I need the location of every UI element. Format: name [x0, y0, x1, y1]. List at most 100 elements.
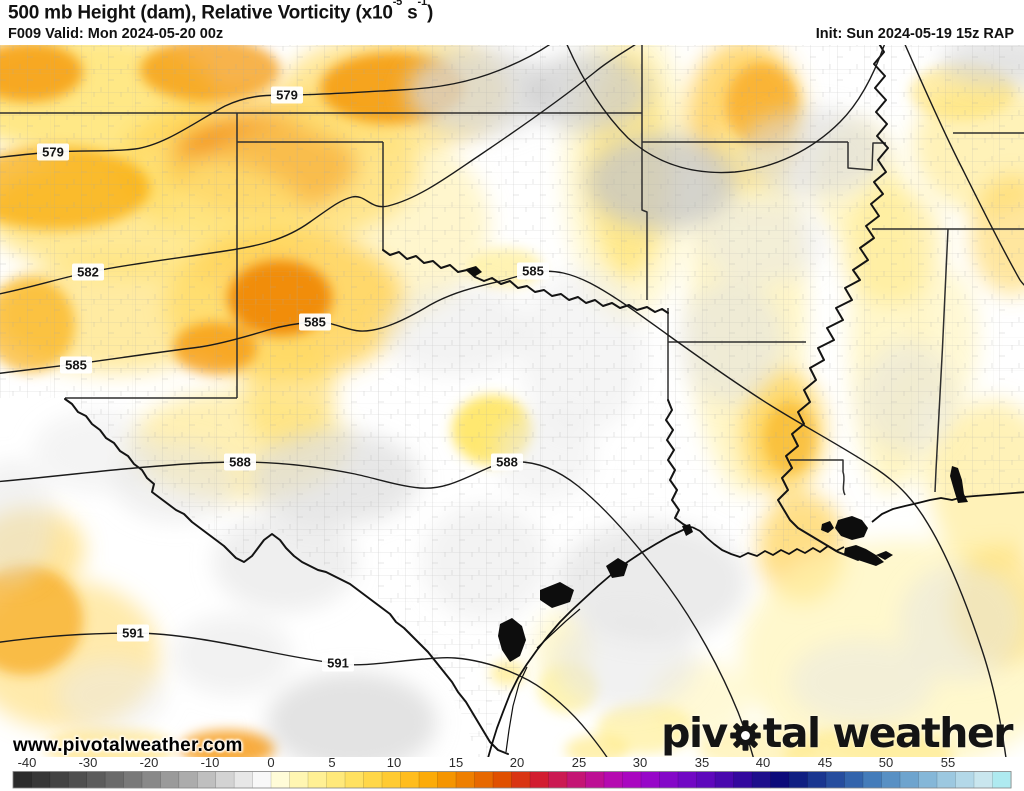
- title-text: 500 mb Height (dam), Relative Vorticity …: [8, 2, 393, 24]
- colorbar-cell: [326, 771, 346, 789]
- colorbar-tick-label: -10: [200, 755, 220, 770]
- colorbar-cell: [31, 771, 51, 789]
- colorbar-cell: [141, 771, 162, 789]
- weather-map-svg: 579 579 582 585 585 585 588 588 591 591: [0, 45, 1024, 757]
- colorbar-cell: [992, 771, 1012, 789]
- colorbar-tick-labels: -40 -30 -20 -10 0 5 10 15 20 25 30 35 40 45 50 55: [0, 755, 1024, 770]
- colorbar-cell: [289, 771, 309, 789]
- contour-label: 588: [496, 455, 518, 470]
- colorbar-cell: [123, 771, 143, 789]
- contour-label-box: [117, 624, 149, 642]
- title-superscript-per-second: -1: [417, 0, 428, 8]
- colorbar-tick-label: -20: [139, 755, 159, 770]
- colorbar-cell: [696, 771, 716, 789]
- watermark-url: www.pivotalweather.com: [13, 735, 243, 756]
- colorbar-tick-label: 20: [509, 755, 525, 770]
- colorbar-tick-label: 50: [878, 755, 894, 770]
- colorbar-cell: [49, 771, 69, 789]
- colorbar-cell: [233, 771, 254, 789]
- colorbar-tick-label: 5: [328, 755, 336, 770]
- colorbar-outline: [12, 771, 1012, 789]
- colorbar-cell: [529, 771, 550, 789]
- contour-label: 579: [276, 88, 298, 103]
- contour-label: 591: [122, 626, 144, 641]
- colorbar-cell: [86, 771, 106, 789]
- contour-label: 585: [65, 358, 87, 373]
- colorbar-cell: [603, 771, 624, 789]
- colorbar-cell: [585, 771, 605, 789]
- colorbar-cell: [492, 771, 513, 789]
- colorbar-cell: [437, 771, 457, 789]
- subtitle-row: F009 Valid: Mon 2024-05-20 00z Init: Sun…: [8, 26, 1016, 43]
- colorbar-tick-label: 55: [940, 755, 956, 770]
- contour-label: 588: [229, 455, 251, 470]
- colorbar-cell: [474, 771, 494, 789]
- rivers-layer: [64, 45, 889, 755]
- colorbar-tick-label: 10: [386, 755, 402, 770]
- colorbar-cell: [659, 771, 679, 789]
- colorbar-cell: [807, 771, 827, 789]
- colorbar-cell: [770, 771, 790, 789]
- colorbar-tick-label: -30: [78, 755, 98, 770]
- colorbar-cell: [511, 771, 531, 789]
- title-superscript-exponent: -5: [392, 0, 403, 8]
- contour-labels-layer: 579 579 582 585 585 585 588 588 591 591: [37, 86, 549, 672]
- colorbar-tick-label: 45: [817, 755, 833, 770]
- contour-label-box: [37, 143, 69, 161]
- page-title: 500 mb Height (dam), Relative Vorticity …: [8, 0, 434, 24]
- colorbar-cell: [714, 771, 735, 789]
- contour-label-box: [72, 263, 104, 281]
- pivotal-weather-logo: piv tal weather: [661, 709, 1014, 757]
- colorbar-cell: [677, 771, 698, 789]
- colorbar-cell: [104, 771, 125, 789]
- colorbar-tick-label: -40: [17, 755, 37, 770]
- contour-label-box: [271, 86, 303, 104]
- colorbar-cell: [160, 771, 180, 789]
- colorbar-cell: [844, 771, 864, 789]
- colorbar-cell: [640, 771, 661, 789]
- colorbar-cell: [881, 771, 901, 789]
- colorbar-cell: [566, 771, 587, 789]
- forecast-valid-label: F009 Valid: Mon 2024-05-20 00z: [8, 26, 224, 42]
- colorbar-cell: [363, 771, 383, 789]
- colorbar-tick-label: 30: [632, 755, 648, 770]
- map-container: 579 579 582 585 585 585 588 588 591 591 www.pivot…: [0, 45, 1024, 757]
- header: 500 mb Height (dam), Relative Vorticity …: [0, 0, 1024, 45]
- contour-label: 585: [522, 264, 544, 279]
- colorbar-cell: [418, 771, 439, 789]
- colorbar-cell: [270, 771, 291, 789]
- colorbar-cell: [899, 771, 920, 789]
- colorbar-cell: [455, 771, 476, 789]
- lakes-layer: [466, 266, 968, 662]
- colorbar-tick-label: 35: [694, 755, 710, 770]
- colorbar-tick-label: 25: [571, 755, 587, 770]
- colorbar-cell: [548, 771, 568, 789]
- colorbar-cell: [196, 771, 217, 789]
- colorbar-tick-label: 15: [448, 755, 464, 770]
- colorbar-cell: [178, 771, 198, 789]
- colorbar-cell: [955, 771, 975, 789]
- contour-label: 582: [77, 265, 99, 280]
- contour-label-box: [299, 313, 331, 331]
- state-borders-layer: [0, 45, 1024, 496]
- title-close-paren: ): [426, 2, 434, 24]
- colorbar-cell: [344, 771, 365, 789]
- title-unit: s: [402, 2, 418, 24]
- gear-icon: [729, 719, 761, 751]
- colorbar-cell: [918, 771, 938, 789]
- colorbar: [12, 771, 1012, 789]
- colorbar-cell: [381, 771, 402, 789]
- colorbar-cell: [67, 771, 88, 789]
- contour-label: 579: [42, 145, 64, 160]
- colorbar-cell: [825, 771, 846, 789]
- colorbar-cell: [215, 771, 235, 789]
- colorbar-cell: [733, 771, 753, 789]
- logo-text-tal-weather: tal weather: [762, 709, 1014, 757]
- contour-label-box: [491, 453, 523, 471]
- colorbar-cell: [400, 771, 420, 789]
- colorbar-cell: [12, 771, 33, 789]
- contour-label-box: [322, 654, 354, 672]
- colorbar-cell: [307, 771, 328, 789]
- contour-label-box: [60, 356, 92, 374]
